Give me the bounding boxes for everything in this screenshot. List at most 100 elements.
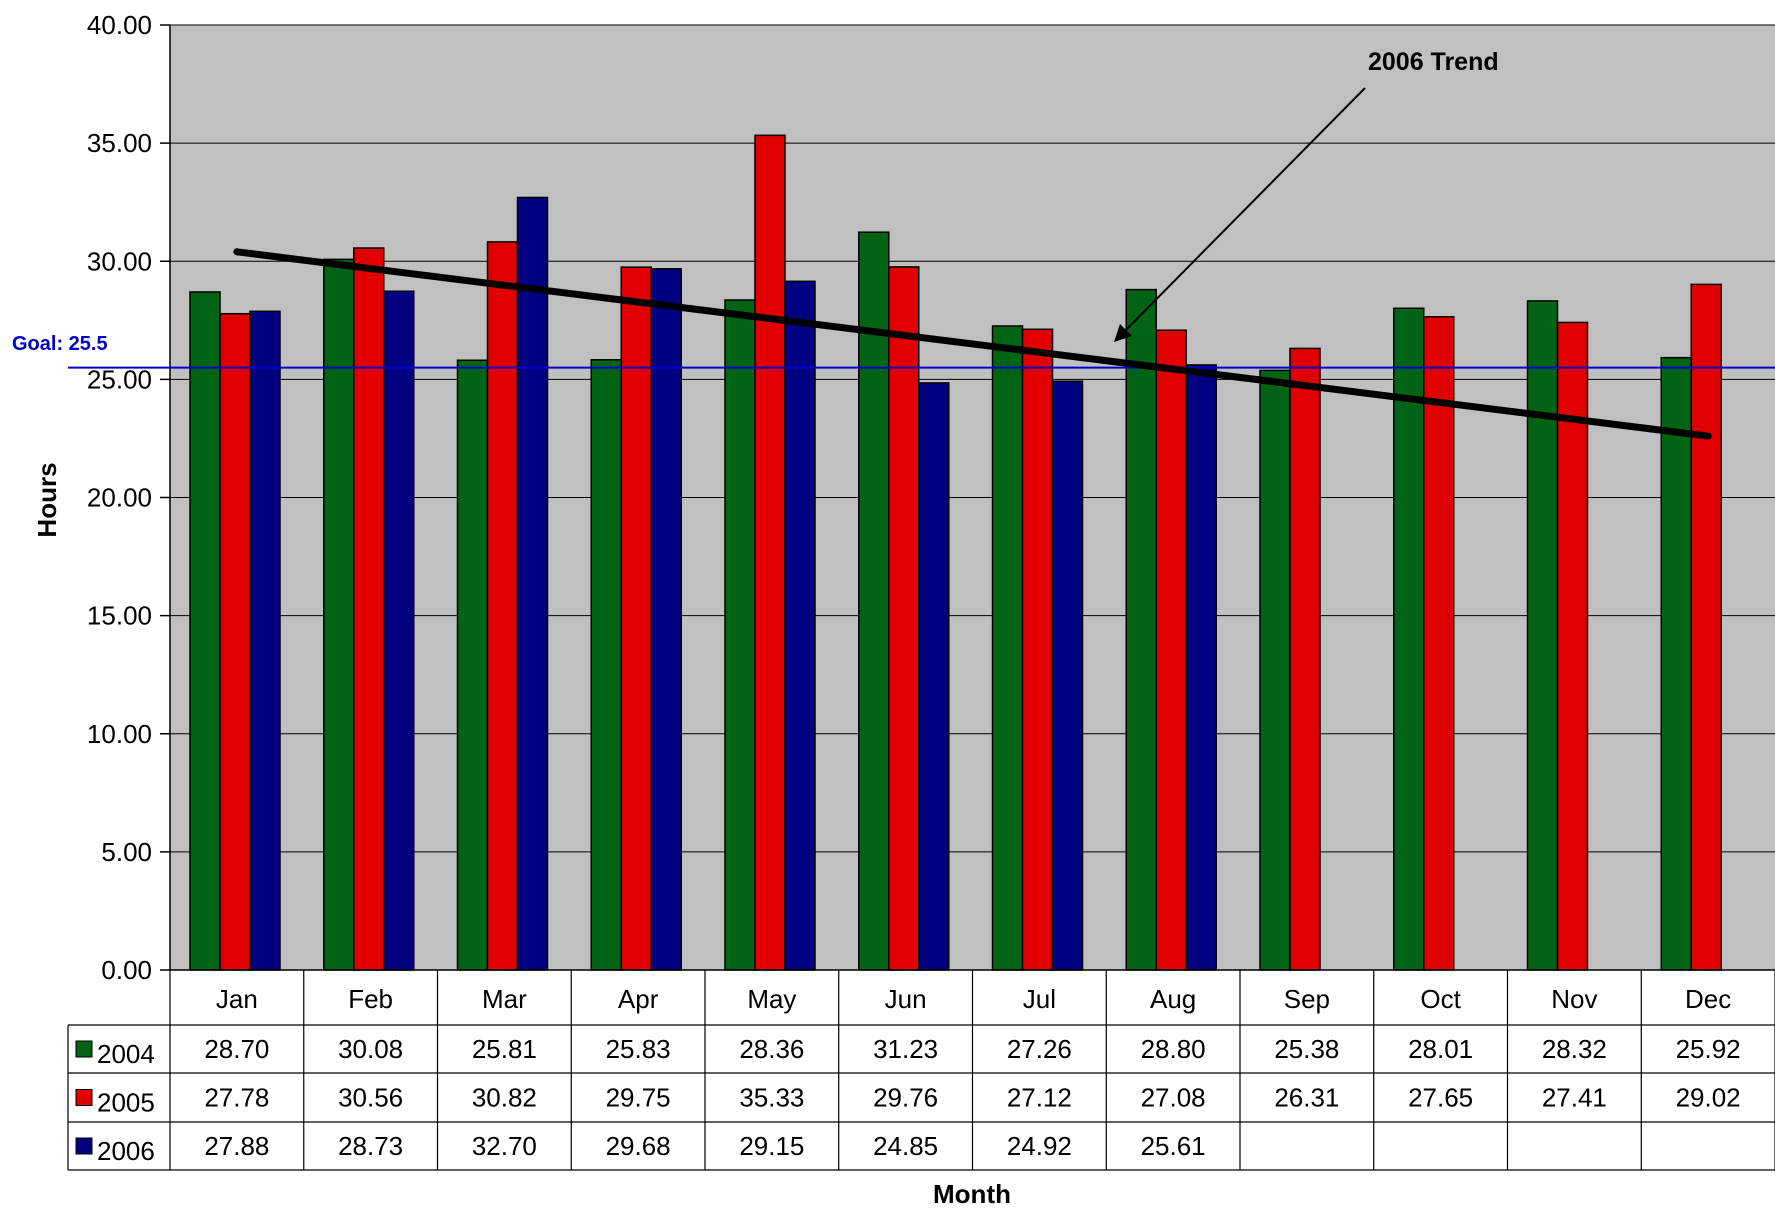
x-axis-label: Month xyxy=(933,1179,1011,1209)
legend-swatch xyxy=(75,1040,93,1058)
y-tick-label: 25.00 xyxy=(87,364,152,394)
data-label: 31.23 xyxy=(873,1034,938,1064)
bar xyxy=(189,291,221,971)
bar xyxy=(1690,283,1722,971)
data-table: Jan Feb Mar Apr May Jun Jul Aug Sep Oct Nov Dec 2004… xyxy=(67,970,1775,1171)
bars xyxy=(189,134,1722,971)
bar xyxy=(754,134,786,971)
y-tick-label: 0.00 xyxy=(101,955,152,985)
y-tick-label: 15.00 xyxy=(87,601,152,631)
data-label: 28.32 xyxy=(1542,1034,1607,1064)
x-tick-label: Apr xyxy=(618,984,659,1014)
bar xyxy=(1125,288,1157,971)
data-label: 28.80 xyxy=(1141,1034,1206,1064)
x-tick-label: Jul xyxy=(1023,984,1056,1014)
bar xyxy=(486,241,519,971)
data-label: 28.01 xyxy=(1408,1034,1473,1064)
data-label: 30.82 xyxy=(472,1083,537,1113)
bar xyxy=(219,312,251,971)
bar xyxy=(1259,369,1291,971)
data-label: 35.33 xyxy=(739,1083,804,1113)
legend-swatch xyxy=(75,1137,93,1155)
bar xyxy=(1021,328,1054,971)
bar xyxy=(456,359,489,971)
bar xyxy=(1423,316,1455,971)
bar xyxy=(516,196,549,971)
data-label: 27.26 xyxy=(1007,1034,1072,1064)
x-tick-label: May xyxy=(747,984,796,1014)
x-tick-label: Sep xyxy=(1284,984,1330,1014)
data-label: 26.31 xyxy=(1274,1083,1339,1113)
bar xyxy=(1393,307,1425,971)
y-axis-label: Hours xyxy=(32,462,62,537)
data-label: 27.12 xyxy=(1007,1083,1072,1113)
x-tick-label: Feb xyxy=(348,984,393,1014)
bar xyxy=(1660,356,1692,971)
data-label: 27.41 xyxy=(1542,1083,1607,1113)
bar xyxy=(323,258,355,971)
data-label: 24.85 xyxy=(873,1131,938,1161)
bar xyxy=(353,247,385,971)
trend-arrow xyxy=(1117,87,1366,339)
y-tick-label: 30.00 xyxy=(87,246,152,276)
data-label: 29.75 xyxy=(606,1083,671,1113)
goal-label: Goal: 25.5 xyxy=(12,333,108,355)
bar xyxy=(1051,380,1084,971)
data-label: 29.68 xyxy=(606,1131,671,1161)
data-label: 32.70 xyxy=(472,1131,537,1161)
data-label: 29.15 xyxy=(739,1131,804,1161)
data-label: 27.65 xyxy=(1408,1083,1473,1113)
data-label: 25.61 xyxy=(1141,1131,1206,1161)
trend-label: 2006 Trend xyxy=(1368,48,1499,76)
data-label: 25.38 xyxy=(1274,1034,1339,1064)
bar xyxy=(858,231,890,971)
data-label: 30.56 xyxy=(338,1083,403,1113)
bar xyxy=(650,268,682,971)
x-tick-label: Aug xyxy=(1150,984,1196,1014)
data-label: 28.73 xyxy=(338,1131,403,1161)
bar xyxy=(724,299,756,971)
bar xyxy=(1185,364,1217,971)
legend-label: 2004 xyxy=(97,1039,155,1069)
y-axis-ticks: 0.00 5.00 10.00 15.00 20.00 25.00 30.00 35.00 40… xyxy=(87,10,170,985)
data-label: 28.36 xyxy=(739,1034,804,1064)
bar xyxy=(1289,347,1321,971)
y-tick-label: 10.00 xyxy=(87,719,152,749)
trend-group: 2006 Trend xyxy=(233,48,1712,440)
legend-label: 2006 xyxy=(97,1136,155,1166)
y-tick-label: 20.00 xyxy=(87,483,152,513)
bar xyxy=(784,280,816,971)
x-tick-label: Oct xyxy=(1420,984,1461,1014)
data-label: 24.92 xyxy=(1007,1131,1072,1161)
bar xyxy=(1556,321,1589,971)
trend-arrow-head xyxy=(1114,324,1132,342)
data-label: 25.81 xyxy=(472,1034,537,1064)
bar xyxy=(1155,329,1187,971)
goal-line-group: Goal: 25.5 xyxy=(12,333,1775,369)
data-label: 29.76 xyxy=(873,1083,938,1113)
data-label: 29.02 xyxy=(1676,1083,1741,1113)
x-tick-label: Nov xyxy=(1551,984,1597,1014)
data-label: 27.08 xyxy=(1141,1083,1206,1113)
bar xyxy=(1526,300,1559,971)
data-label: 30.08 xyxy=(338,1034,403,1064)
data-label: 27.88 xyxy=(204,1131,269,1161)
bar xyxy=(249,310,281,971)
bar xyxy=(590,359,622,971)
x-tick-label: Jan xyxy=(216,984,258,1014)
data-label: 27.78 xyxy=(204,1083,269,1113)
legend-label: 2005 xyxy=(97,1088,155,1118)
data-label: 28.70 xyxy=(204,1034,269,1064)
x-tick-label: Jun xyxy=(885,984,927,1014)
bar xyxy=(888,266,920,971)
trend-line xyxy=(233,248,1712,440)
data-label: 25.83 xyxy=(606,1034,671,1064)
gridlines xyxy=(170,24,1775,853)
bar xyxy=(991,325,1024,971)
x-tick-label: Mar xyxy=(482,984,527,1014)
y-tick-label: 40.00 xyxy=(87,10,152,40)
bar xyxy=(620,266,652,971)
data-label: 25.92 xyxy=(1676,1034,1741,1064)
